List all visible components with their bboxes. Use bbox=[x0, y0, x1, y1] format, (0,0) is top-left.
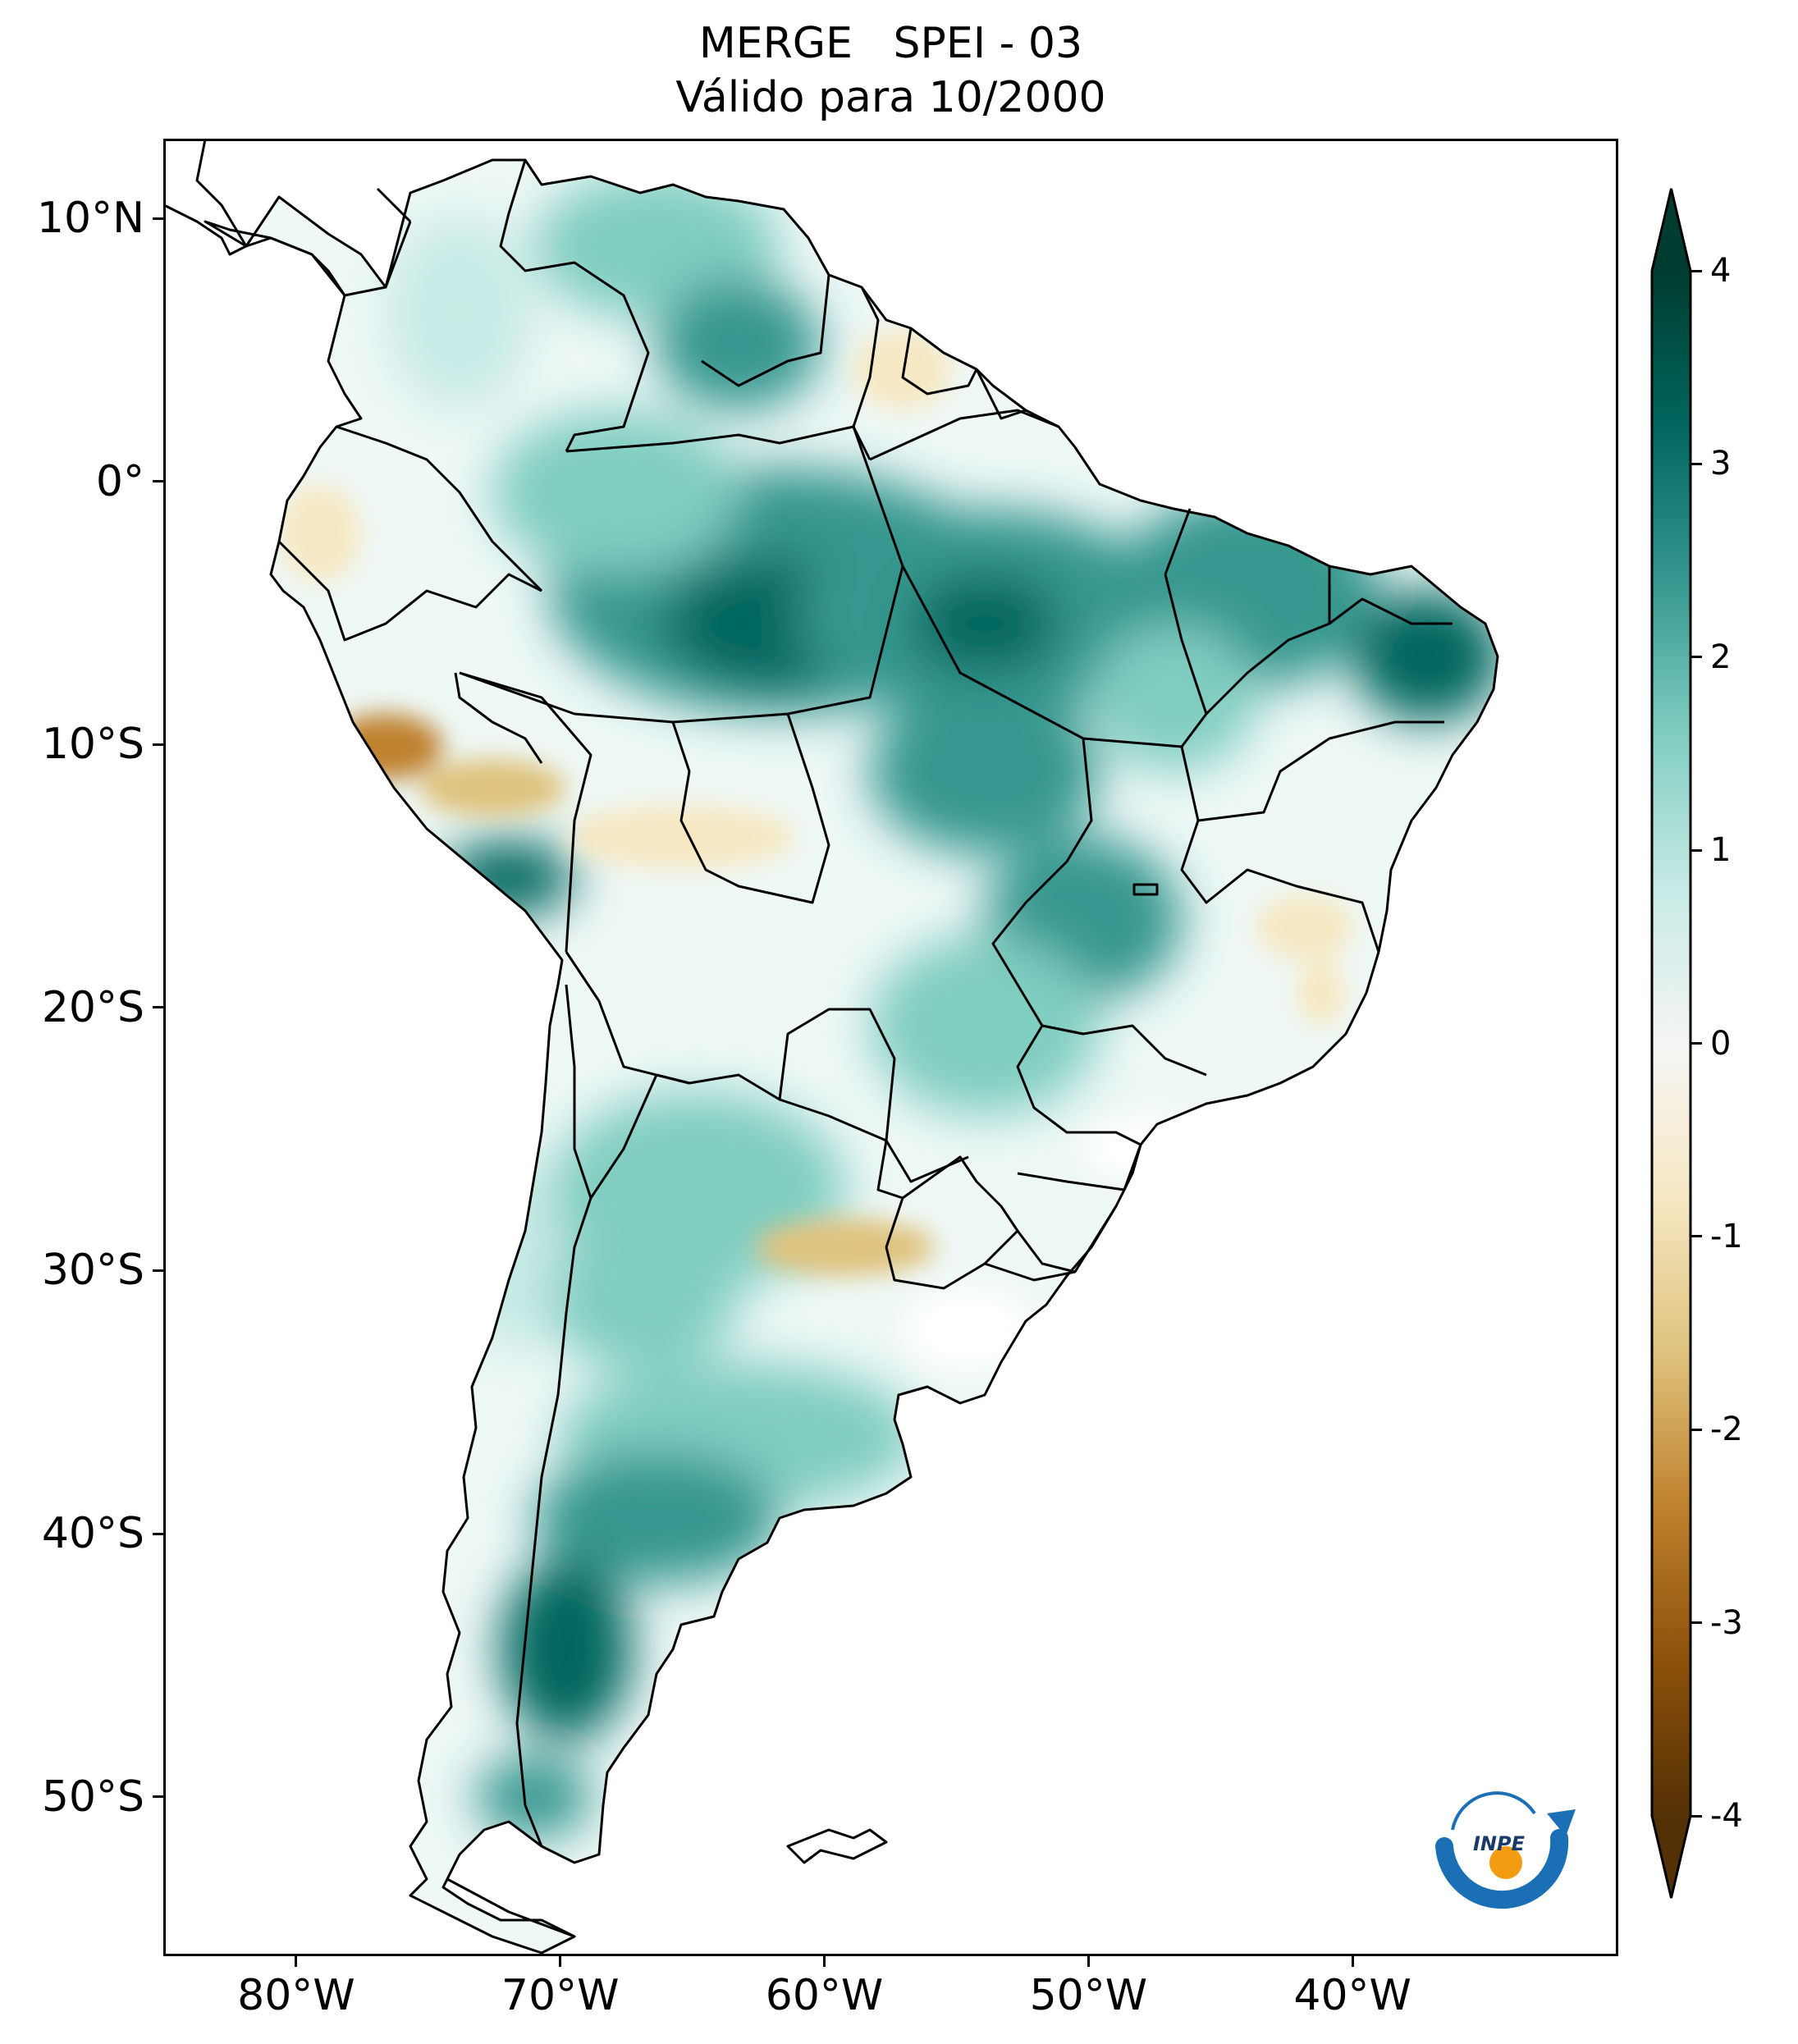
colorbar-tick bbox=[1690, 1814, 1702, 1818]
x-tick-label: 50°W bbox=[1029, 1971, 1148, 2020]
x-tick bbox=[1087, 1956, 1090, 1967]
colorbar-tick bbox=[1690, 1235, 1702, 1238]
y-tick bbox=[153, 743, 163, 746]
y-tick bbox=[153, 217, 163, 220]
y-tick bbox=[153, 1795, 163, 1799]
colorbar-tick-label: -3 bbox=[1710, 1603, 1743, 1642]
colorbar-tick-label: 4 bbox=[1710, 252, 1732, 290]
y-tick-label: 10°N bbox=[36, 194, 144, 244]
colorbar-tick-label: 1 bbox=[1710, 831, 1732, 870]
colorbar-tick bbox=[1690, 462, 1702, 465]
colorbar-tick-label: 0 bbox=[1710, 1024, 1732, 1063]
x-tick bbox=[1351, 1956, 1354, 1967]
x-tick bbox=[823, 1956, 826, 1967]
y-tick-label: 50°S bbox=[41, 1772, 144, 1822]
colorbar-tick-label: 2 bbox=[1710, 638, 1732, 676]
map-frame bbox=[163, 139, 1618, 1956]
country-borders bbox=[163, 139, 1499, 1955]
y-tick bbox=[153, 1006, 163, 1009]
logo-text: INPE bbox=[1473, 1832, 1526, 1855]
x-tick bbox=[559, 1956, 562, 1967]
colorbar-tick bbox=[1690, 1428, 1702, 1431]
chart-title: MERGE SPEI - 03 bbox=[698, 19, 1083, 68]
colorbar-tick bbox=[1690, 1621, 1702, 1625]
y-tick-label: 40°S bbox=[41, 1509, 144, 1559]
x-tick-label: 40°W bbox=[1293, 1971, 1411, 2020]
y-tick-label: 30°S bbox=[41, 1246, 144, 1296]
colorbar-tick-label: 3 bbox=[1710, 445, 1732, 483]
colorbar-tick-label: -1 bbox=[1710, 1217, 1743, 1255]
colorbar-tick bbox=[1690, 1042, 1702, 1045]
colorbar-tick bbox=[1690, 269, 1702, 272]
colorbar bbox=[1650, 188, 1692, 1899]
y-tick bbox=[153, 1269, 163, 1272]
colorbar-tick bbox=[1690, 656, 1702, 659]
colorbar-tick-label: -4 bbox=[1710, 1797, 1743, 1835]
y-tick-label: 20°S bbox=[41, 982, 144, 1032]
y-tick-label: 0° bbox=[95, 456, 144, 506]
y-tick bbox=[153, 480, 163, 483]
colorbar-tick bbox=[1690, 848, 1702, 852]
colorbar-tick-label: -2 bbox=[1710, 1411, 1743, 1449]
x-tick-label: 70°W bbox=[501, 1971, 620, 2020]
x-tick-label: 80°W bbox=[237, 1971, 355, 2020]
x-tick-label: 60°W bbox=[765, 1971, 884, 2020]
y-tick-label: 10°S bbox=[41, 720, 144, 770]
y-tick bbox=[153, 1532, 163, 1535]
x-tick bbox=[295, 1956, 298, 1967]
inpe-logo: INPE bbox=[1435, 1791, 1576, 1909]
chart-subtitle: Válido para 10/2000 bbox=[675, 73, 1106, 122]
